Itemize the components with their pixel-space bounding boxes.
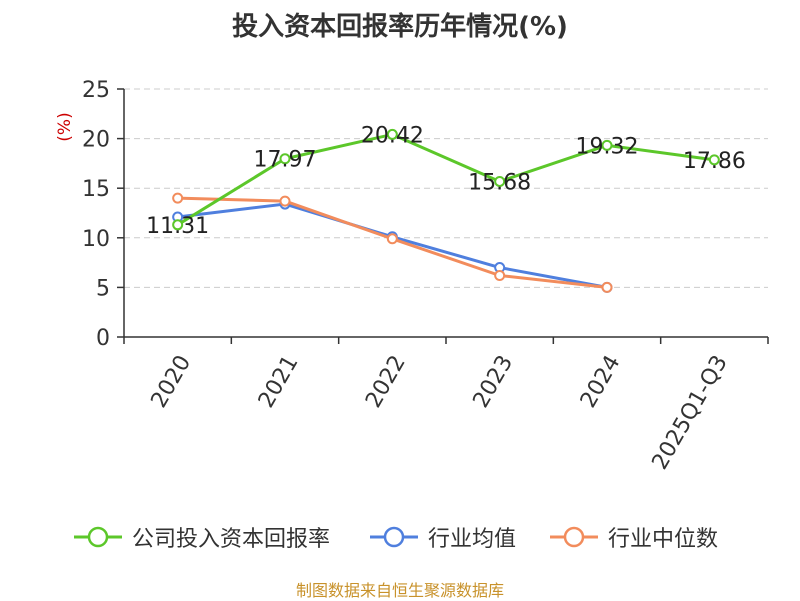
data-point (708, 154, 720, 166)
y-axis-label: (%) (55, 112, 75, 141)
data-label: 20.42 (361, 123, 424, 148)
y-tick-label: 0 (96, 326, 110, 351)
data-label: 11.31 (146, 214, 209, 239)
legend-label: 公司投入资本回报率 (132, 527, 331, 552)
y-tick-label: 15 (82, 177, 110, 202)
data-label: 15.68 (468, 170, 531, 195)
source-note: 制图数据来自恒生聚源数据库 (295, 581, 504, 600)
chart-title: 投入资本回报率历年情况(%) (232, 12, 568, 42)
data-point (494, 269, 506, 281)
legend-item-company[interactable]: 公司投入资本回报率 (72, 517, 330, 557)
y-tick-label: 20 (82, 128, 110, 153)
legend-label: 行业中位数 (608, 527, 719, 552)
x-tick-label: 2021 (254, 351, 304, 412)
y-tick-label: 10 (82, 227, 110, 252)
legend-item-industry-mean[interactable]: 行业均值 (368, 517, 516, 557)
x-tick-label: 2020 (147, 351, 197, 412)
data-label: 17.97 (254, 148, 317, 173)
x-tick-label: 2023 (469, 351, 519, 412)
legend-label: 行业均值 (428, 527, 517, 552)
y-tick-label: 5 (96, 276, 110, 301)
data-point (172, 219, 184, 231)
data-point (601, 281, 613, 293)
x-tick-label: 2024 (576, 351, 626, 412)
legend-item-industry-median[interactable]: 行业中位数 (548, 517, 718, 557)
legend: 公司投入资本回报率 行业均值 行业中位数 (0, 517, 800, 557)
data-point (494, 175, 506, 187)
legend-line-icon (370, 526, 418, 548)
series-line (177, 202, 608, 289)
legend-line-icon (74, 526, 122, 548)
y-tick-label: 25 (82, 78, 110, 103)
data-label: 17.86 (683, 149, 746, 174)
series-line (176, 132, 715, 227)
data-label: 19.32 (576, 134, 639, 159)
data-point (172, 192, 184, 204)
data-point (279, 195, 291, 207)
x-tick-label: 2025Q1-Q3 (648, 351, 733, 474)
x-tick-label: 2022 (361, 351, 411, 412)
legend-line-icon (550, 526, 598, 548)
data-point (386, 128, 398, 140)
data-point (386, 233, 398, 245)
data-point (601, 139, 613, 151)
data-point (279, 153, 291, 165)
